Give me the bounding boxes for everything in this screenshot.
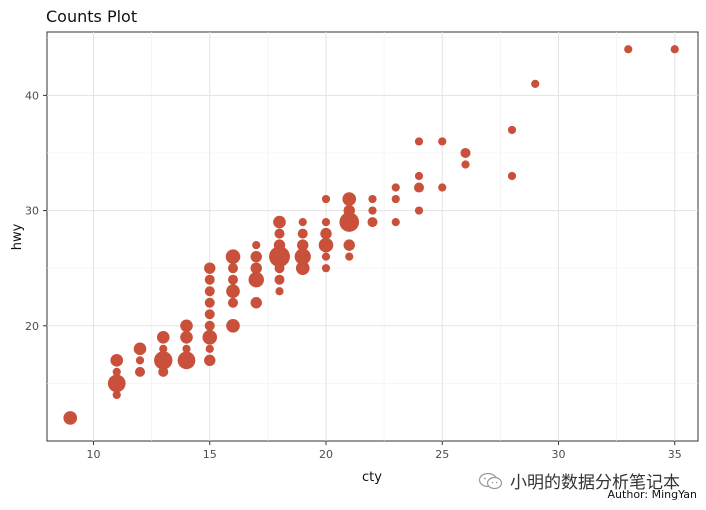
data-point [204,320,215,331]
x-tick-label: 20 [319,448,333,461]
x-tick-label: 10 [87,448,101,461]
data-point [368,194,377,204]
x-tick-label: 15 [203,448,217,461]
data-point [391,194,400,204]
data-point [414,206,424,215]
data-point [320,227,332,240]
wechat-icon [478,472,503,489]
data-point [227,297,239,308]
data-point [204,274,215,285]
data-point [321,194,331,204]
data-point [345,252,354,261]
data-point [204,262,216,274]
data-point [391,183,400,192]
data-point [339,212,360,232]
data-point [298,217,307,227]
data-point [507,125,517,135]
data-point [297,239,309,251]
data-point [269,246,290,268]
panel-border [46,31,699,442]
y-axis-title: hwy [10,223,25,250]
data-point [460,147,471,158]
x-tick-label: 30 [552,448,566,461]
plot-panel [46,31,699,442]
chart-caption: Author: MingYan [608,488,697,501]
data-point [204,354,216,367]
watermark: 小明的数据分析笔记本 [478,468,680,493]
data-point [318,237,334,253]
data-point [133,342,147,356]
data-point [391,217,400,227]
data-point [112,390,121,400]
data-point [227,274,239,285]
data-point [204,297,215,308]
data-point [110,354,124,367]
x-tick-label: 35 [668,448,682,461]
data-point [112,367,121,376]
data-point [182,344,191,353]
data-point [107,374,126,393]
data-point [367,217,378,228]
data-point [413,182,425,193]
y-tick-label: 40 [25,89,39,102]
data-point [670,45,679,54]
data-point [252,241,261,250]
data-point [294,248,311,265]
data-points [63,45,679,425]
data-point [295,261,310,276]
data-point [156,331,170,344]
data-point [134,366,146,377]
data-point [343,204,355,217]
data-point [274,274,285,285]
data-point [226,284,240,299]
data-point [177,351,196,370]
chart-title: Counts Plot [46,7,137,26]
data-point [225,249,241,264]
data-point [135,356,145,365]
data-point [248,271,264,288]
data-point [180,319,193,333]
data-point [204,286,215,297]
data-point [180,331,193,344]
data-point [321,217,331,227]
data-point [250,262,262,274]
data-point [274,228,285,239]
data-point [321,252,331,261]
data-point [368,206,377,215]
data-point [414,171,424,181]
data-point [507,171,517,181]
data-point [414,137,424,146]
watermark-text: 小明的数据分析笔记本 [510,473,680,493]
x-axis-title: cty [362,470,382,485]
data-point [63,411,78,425]
data-point [461,160,470,169]
data-point [273,215,286,229]
data-point [158,366,169,377]
data-point [250,297,262,309]
data-point [205,344,214,353]
data-point [438,137,447,146]
data-point [297,228,308,239]
data-point [275,287,284,296]
data-point [202,330,218,345]
data-point [227,263,239,274]
data-point [226,318,240,333]
data-point [438,183,447,192]
y-tick-label: 20 [25,320,39,333]
data-point [204,309,215,320]
data-point [159,344,168,353]
data-point [343,239,355,251]
y-tick-label: 30 [25,205,39,218]
data-point [154,351,173,370]
data-point [531,79,540,88]
data-point [342,192,357,206]
y-axis-ticks: 20 30 40 [25,89,47,333]
x-tick-label: 25 [435,448,449,461]
data-point [273,239,286,251]
x-axis-ticks: 10 15 20 25 30 35 [87,441,682,461]
data-point [321,264,331,273]
data-point [624,45,633,54]
data-point [250,250,262,263]
